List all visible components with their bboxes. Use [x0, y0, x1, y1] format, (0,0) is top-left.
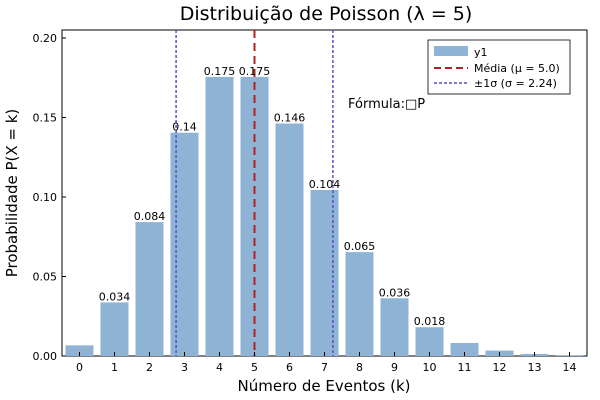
x-tick-label: 3: [181, 361, 188, 374]
x-tick-label: 12: [493, 361, 507, 374]
y-tick-label: 0.15: [33, 111, 58, 124]
bar-k-4: [205, 76, 234, 356]
x-tick-label: 13: [528, 361, 542, 374]
x-tick-label: 9: [391, 361, 398, 374]
data-label-k-8: 0.065: [344, 240, 376, 253]
legend-bar-swatch: [434, 46, 468, 56]
data-label-k-2: 0.084: [134, 210, 166, 223]
bar-k-0: [65, 345, 94, 356]
bar-k-6: [275, 123, 304, 356]
bar-k-10: [415, 327, 444, 356]
x-tick-label: 14: [563, 361, 577, 374]
y-tick-label: 0.10: [33, 191, 58, 204]
x-tick-label: 5: [251, 361, 258, 374]
data-label-k-6: 0.146: [274, 112, 306, 125]
x-tick-label: 7: [321, 361, 328, 374]
x-tick-label: 4: [216, 361, 223, 374]
x-tick-label: 2: [146, 361, 153, 374]
data-label-k-3: 0.14: [172, 121, 197, 134]
x-axis-label: Número de Eventos (k): [238, 377, 411, 395]
formula-annotation: Fórmula:□P: [348, 97, 425, 112]
x-tick-label: 0: [76, 361, 83, 374]
x-tick-label: 6: [286, 361, 293, 374]
y-tick-label: 0.00: [33, 350, 58, 363]
x-tick-label: 1: [111, 361, 118, 374]
legend-label-y1: y1: [474, 46, 488, 59]
bar-k-3: [170, 132, 199, 356]
y-tick-label: 0.20: [33, 32, 58, 45]
legend-label-sigma: ±1σ (σ = 2.24): [474, 77, 557, 90]
bar-k-2: [135, 222, 164, 356]
y-tick-label: 0.05: [33, 270, 58, 283]
data-label-k-9: 0.036: [379, 286, 411, 299]
bar-k-11: [450, 342, 479, 356]
bar-k-8: [345, 252, 374, 356]
bar-k-7: [310, 189, 339, 356]
data-label-k-10: 0.018: [414, 315, 446, 328]
y-axis-label: Probabilidade P(X = k): [3, 109, 21, 278]
data-label-k-4: 0.175: [204, 65, 236, 78]
x-tick-label: 10: [423, 361, 437, 374]
x-tick-label: 8: [356, 361, 363, 374]
legend: y1 Média (μ = 5.0) ±1σ (σ = 2.24): [427, 39, 571, 95]
bar-k-1: [100, 302, 129, 356]
data-label-k-7: 0.104: [309, 178, 341, 191]
data-label-k-1: 0.034: [99, 290, 131, 303]
data-label-k-5: 0.175: [239, 65, 271, 78]
chart-title: Distribuição de Poisson (λ = 5): [180, 3, 473, 25]
bar-k-9: [380, 298, 409, 356]
legend-label-mean: Média (μ = 5.0): [474, 62, 560, 75]
x-tick-label: 11: [458, 361, 472, 374]
